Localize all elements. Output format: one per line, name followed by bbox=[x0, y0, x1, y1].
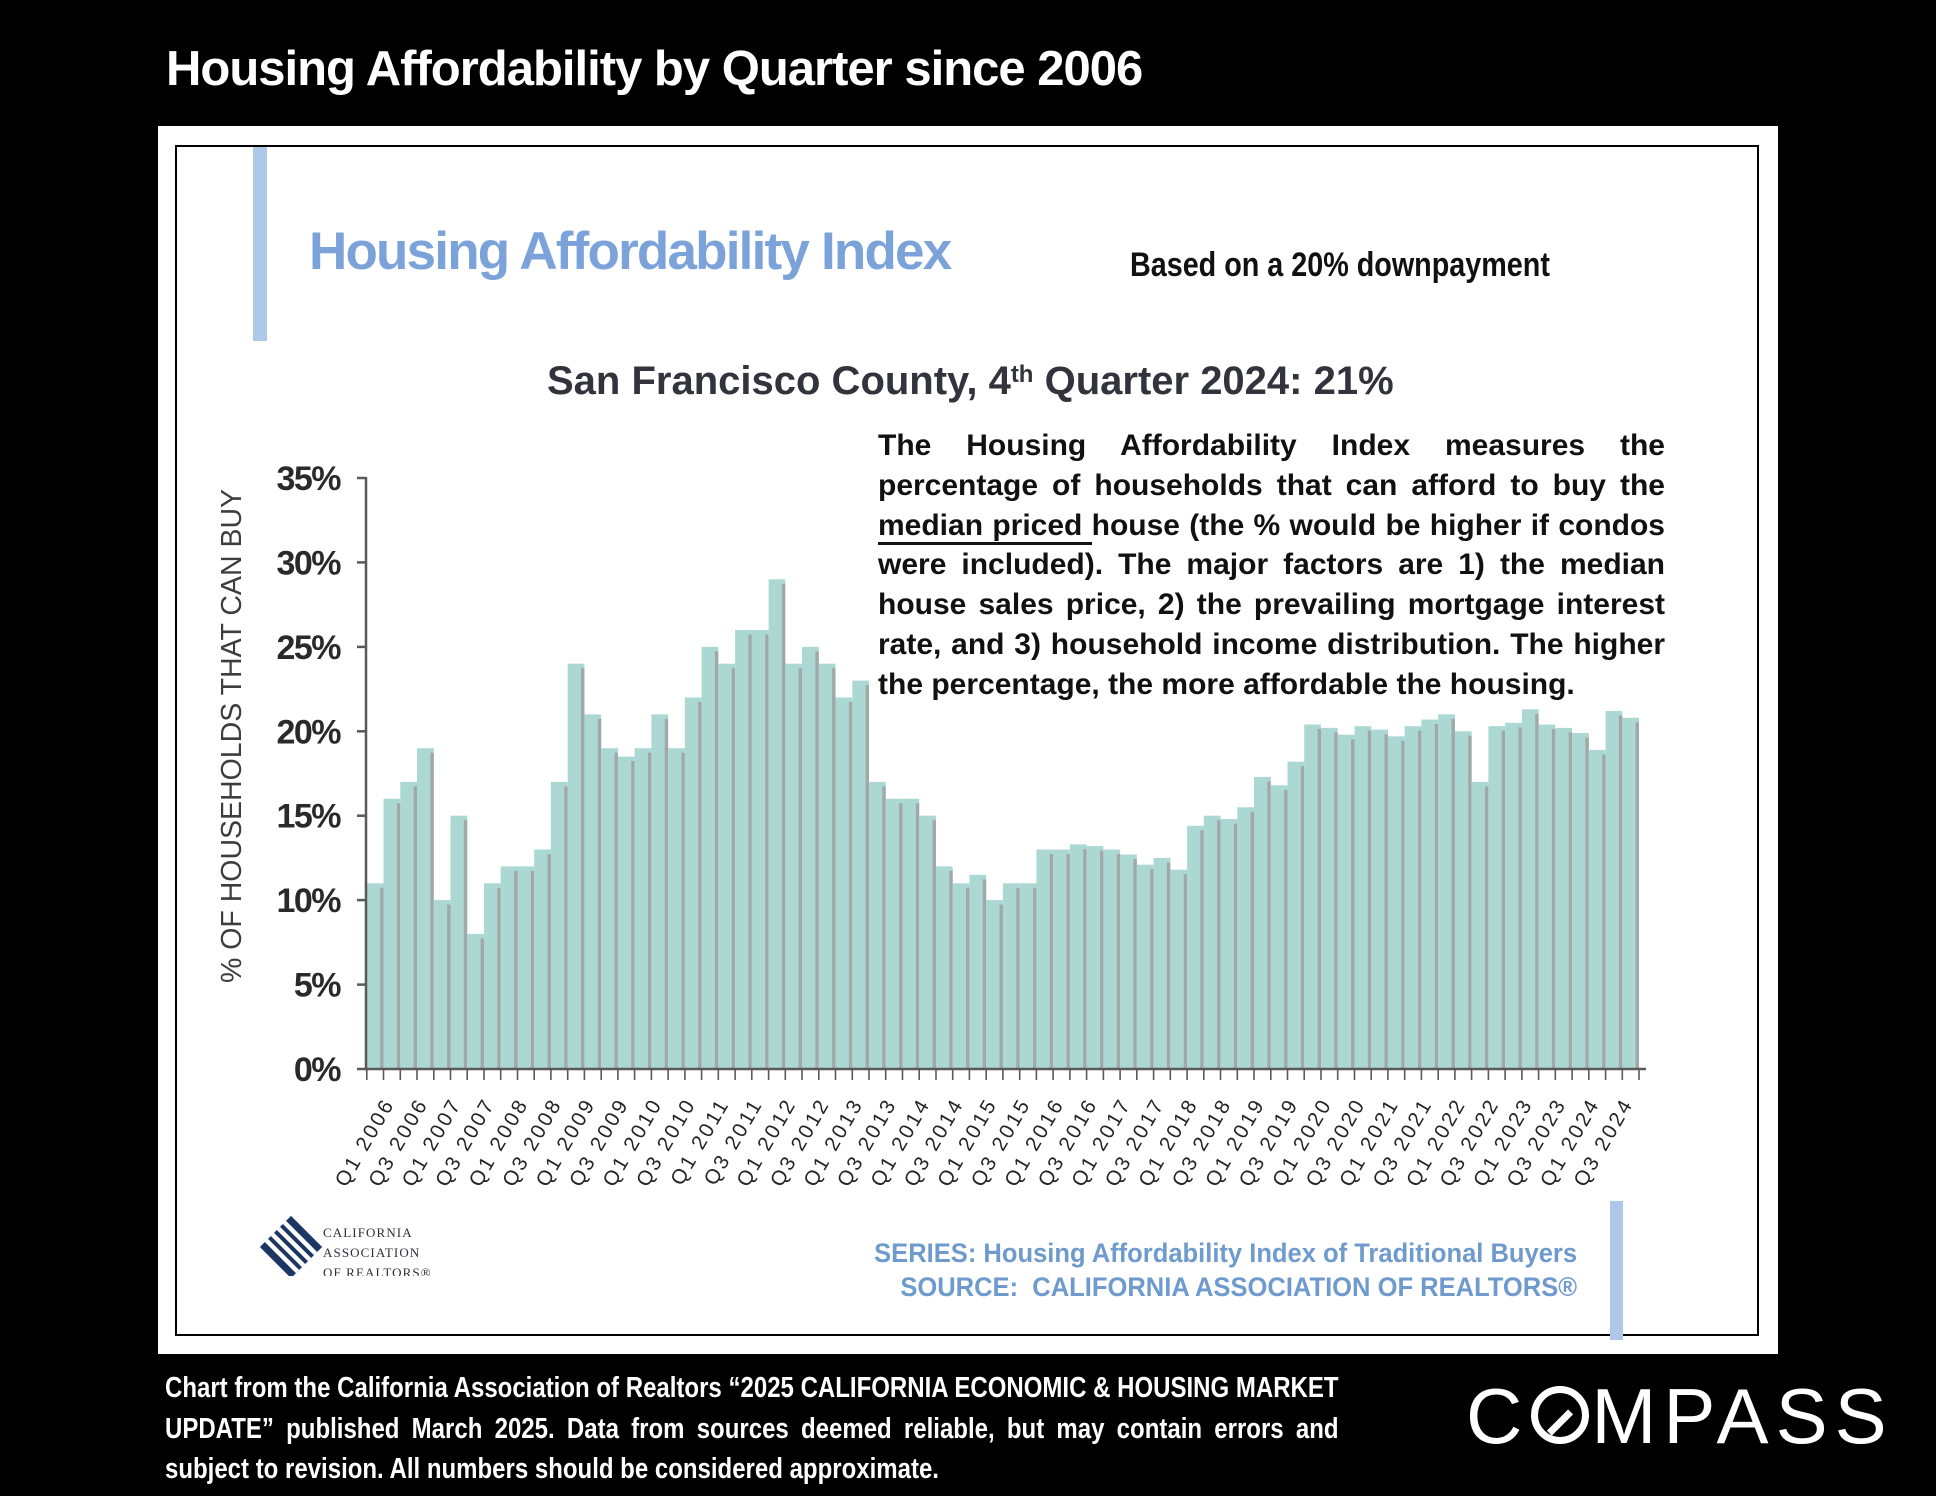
svg-text:OF REALTORS®: OF REALTORS® bbox=[323, 1265, 432, 1276]
svg-text:15%: 15% bbox=[276, 798, 341, 836]
svg-text:10%: 10% bbox=[276, 882, 341, 920]
svg-text:CALIFORNIA: CALIFORNIA bbox=[323, 1225, 413, 1240]
svg-text:30%: 30% bbox=[276, 544, 341, 582]
svg-text:25%: 25% bbox=[276, 629, 341, 667]
svg-text:ASSOCIATION: ASSOCIATION bbox=[323, 1245, 420, 1260]
svg-text:20%: 20% bbox=[276, 713, 341, 751]
svg-text:0%: 0% bbox=[294, 1051, 341, 1089]
svg-text:5%: 5% bbox=[294, 967, 341, 1005]
svg-text:% OF HOUSEHOLDS THAT CAN BUY: % OF HOUSEHOLDS THAT CAN BUY bbox=[216, 489, 248, 983]
svg-text:35%: 35% bbox=[276, 460, 341, 498]
